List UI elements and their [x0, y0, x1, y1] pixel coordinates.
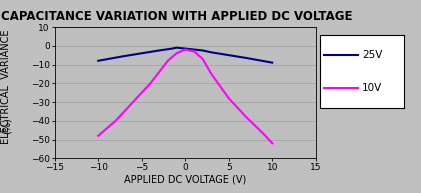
25V: [122, 55, 127, 57]
Line: 25V: 25V: [98, 48, 272, 63]
Text: CAPACITANCE VARIATION WITH APPLIED DC VOLTAGE: CAPACITANCE VARIATION WITH APPLIED DC VO…: [1, 10, 352, 23]
10V: [200, 58, 205, 60]
25V: [96, 60, 101, 62]
25V: [209, 51, 214, 53]
10V: [192, 50, 197, 52]
10V: [261, 133, 266, 135]
10V: [270, 142, 275, 144]
Text: (%): (%): [1, 117, 11, 134]
10V: [131, 101, 136, 103]
25V: [139, 52, 144, 54]
25V: [183, 47, 188, 50]
10V: [244, 116, 249, 118]
10V: [209, 73, 214, 75]
Text: 25V: 25V: [362, 50, 382, 60]
Text: ELECTRICAL  VARIANCE: ELECTRICAL VARIANCE: [1, 30, 11, 144]
25V: [226, 54, 231, 56]
25V: [200, 49, 205, 52]
25V: [174, 47, 179, 49]
10V: [226, 97, 231, 99]
10V: [165, 60, 171, 62]
Line: 10V: 10V: [98, 50, 272, 143]
10V: [148, 82, 153, 84]
10V: [183, 48, 188, 51]
Text: 10V: 10V: [362, 83, 382, 93]
25V: [157, 49, 162, 52]
10V: [96, 135, 101, 137]
10V: [113, 120, 118, 122]
10V: [174, 52, 179, 54]
25V: [192, 48, 197, 51]
25V: [270, 62, 275, 64]
25V: [170, 47, 175, 50]
X-axis label: APPLIED DC VOLTAGE (V): APPLIED DC VOLTAGE (V): [124, 175, 246, 185]
25V: [244, 57, 249, 59]
